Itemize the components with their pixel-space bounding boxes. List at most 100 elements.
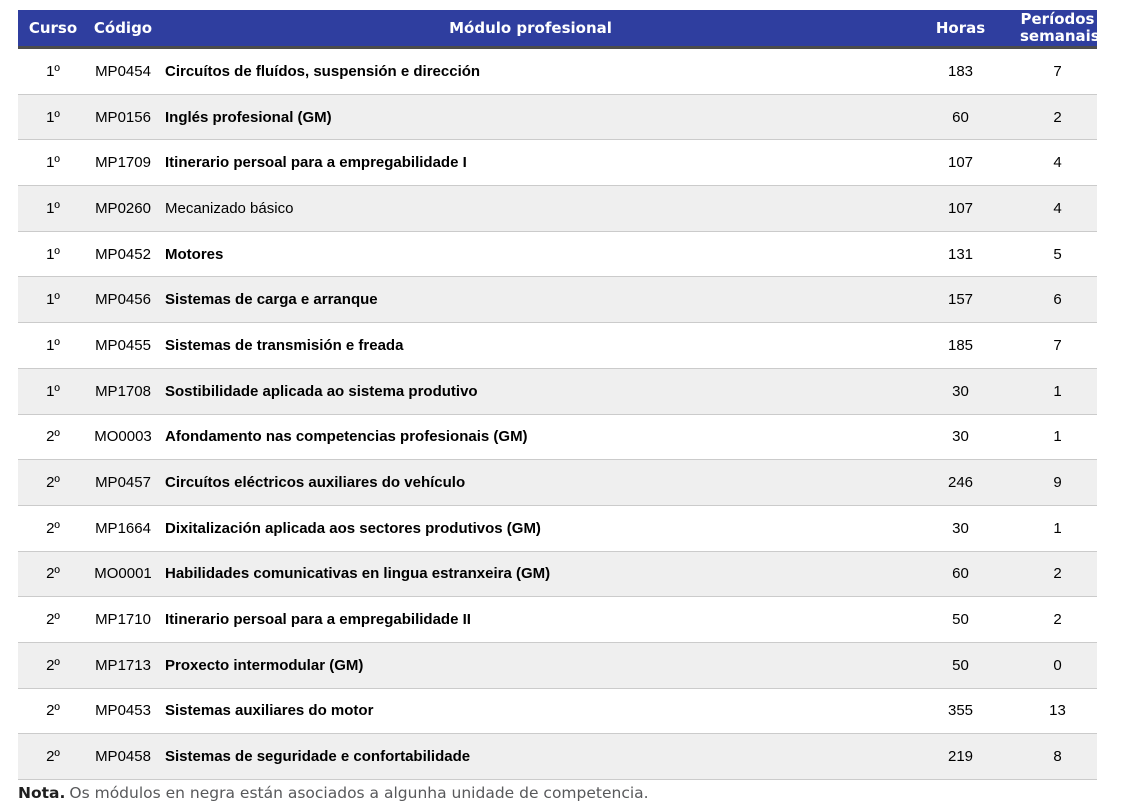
- cell-periodos: 4: [1018, 139, 1097, 187]
- cell-horas: 107: [903, 139, 1018, 187]
- column-header-modulo: Módulo profesional: [158, 10, 903, 49]
- cell-curso: 1º: [18, 47, 88, 95]
- note-label: Nota.: [18, 784, 66, 802]
- cell-codigo: MP0453: [88, 688, 158, 735]
- cell-codigo: MP1708: [88, 368, 158, 415]
- cell-codigo: MP0458: [88, 733, 158, 780]
- table-row: 1º MP0260 Mecanizado básico 107 4: [18, 185, 1097, 232]
- cell-modulo: Sistemas de carga e arranque: [158, 276, 903, 324]
- table-row: 2º MP0457 Circuítos eléctricos auxiliare…: [18, 459, 1097, 506]
- table-row: 1º MP0454 Circuítos de fluídos, suspensi…: [18, 47, 1097, 95]
- cell-curso: 1º: [18, 231, 88, 278]
- cell-codigo: MP1664: [88, 505, 158, 552]
- cell-horas: 355: [903, 688, 1018, 735]
- cell-codigo: MP0452: [88, 231, 158, 278]
- cell-horas: 30: [903, 368, 1018, 415]
- cell-curso: 1º: [18, 185, 88, 232]
- cell-codigo: MP0454: [88, 47, 158, 95]
- note: Nota. Os módulos en negra están asociados…: [18, 784, 1097, 802]
- cell-curso: 1º: [18, 139, 88, 187]
- cell-curso: 2º: [18, 459, 88, 506]
- cell-codigo: MP0156: [88, 94, 158, 141]
- cell-curso: 1º: [18, 322, 88, 369]
- table-row: 1º MP1708 Sostibilidade aplicada ao sist…: [18, 368, 1097, 415]
- cell-horas: 30: [903, 505, 1018, 552]
- cell-curso: 2º: [18, 688, 88, 735]
- cell-periodos: 9: [1018, 459, 1097, 506]
- cell-horas: 30: [903, 414, 1018, 461]
- cell-periodos: 5: [1018, 231, 1097, 278]
- cell-modulo: Habilidades comunicativas en lingua estr…: [158, 551, 903, 598]
- cell-periodos: 7: [1018, 322, 1097, 369]
- cell-periodos: 0: [1018, 642, 1097, 689]
- column-header-codigo: Código: [88, 10, 158, 49]
- note-text: Os módulos en negra están asociados a al…: [69, 784, 649, 802]
- cell-codigo: MP0455: [88, 322, 158, 369]
- cell-periodos: 8: [1018, 733, 1097, 780]
- cell-curso: 2º: [18, 505, 88, 552]
- cell-curso: 1º: [18, 276, 88, 324]
- table-row: 2º MO0001 Habilidades comunicativas en l…: [18, 551, 1097, 598]
- table-row: 1º MP0456 Sistemas de carga e arranque 1…: [18, 276, 1097, 324]
- cell-curso: 1º: [18, 368, 88, 415]
- table-row: 1º MP0452 Motores 131 5: [18, 231, 1097, 278]
- table-header-row: Curso Código Módulo profesional Horas Pe…: [18, 10, 1100, 49]
- cell-modulo: Afondamento nas competencias profesionai…: [158, 414, 903, 461]
- cell-codigo: MO0003: [88, 414, 158, 461]
- cell-modulo: Sistemas auxiliares do motor: [158, 688, 903, 735]
- cell-codigo: MO0001: [88, 551, 158, 598]
- cell-horas: 107: [903, 185, 1018, 232]
- cell-modulo: Mecanizado básico: [158, 185, 903, 232]
- table-row: 2º MP0453 Sistemas auxiliares do motor 3…: [18, 688, 1097, 735]
- cell-curso: 2º: [18, 642, 88, 689]
- cell-modulo: Circuítos eléctricos auxiliares do vehíc…: [158, 459, 903, 506]
- cell-codigo: MP1713: [88, 642, 158, 689]
- cell-codigo: MP0260: [88, 185, 158, 232]
- cell-curso: 1º: [18, 94, 88, 141]
- cell-horas: 246: [903, 459, 1018, 506]
- table-row: 2º MO0003 Afondamento nas competencias p…: [18, 414, 1097, 461]
- cell-modulo: Sostibilidade aplicada ao sistema produt…: [158, 368, 903, 415]
- cell-codigo: MP1710: [88, 596, 158, 643]
- cell-periodos: 7: [1018, 47, 1097, 95]
- table-row: 1º MP0455 Sistemas de transmisión e frea…: [18, 322, 1097, 369]
- cell-modulo: Sistemas de seguridade e confortabilidad…: [158, 733, 903, 780]
- cell-modulo: Itinerario persoal para a empregabilidad…: [158, 596, 903, 643]
- cell-curso: 2º: [18, 414, 88, 461]
- cell-codigo: MP0456: [88, 276, 158, 324]
- cell-modulo: Proxecto intermodular (GM): [158, 642, 903, 689]
- cell-modulo: Circuítos de fluídos, suspensión e direc…: [158, 47, 903, 95]
- cell-curso: 2º: [18, 551, 88, 598]
- cell-horas: 183: [903, 47, 1018, 95]
- cell-horas: 219: [903, 733, 1018, 780]
- cell-periodos: 13: [1018, 688, 1097, 735]
- cell-periodos: 1: [1018, 505, 1097, 552]
- cell-codigo: MP0457: [88, 459, 158, 506]
- cell-modulo: Motores: [158, 231, 903, 278]
- table-row: 2º MP0458 Sistemas de seguridade e confo…: [18, 733, 1097, 780]
- table-row: 2º MP1664 Dixitalización aplicada aos se…: [18, 505, 1097, 552]
- cell-modulo: Sistemas de transmisión e freada: [158, 322, 903, 369]
- table-row: 2º MP1713 Proxecto intermodular (GM) 50 …: [18, 642, 1097, 689]
- cell-periodos: 1: [1018, 414, 1097, 461]
- cell-curso: 2º: [18, 596, 88, 643]
- cell-horas: 157: [903, 276, 1018, 324]
- cell-periodos: 4: [1018, 185, 1097, 232]
- cell-modulo: Inglés profesional (GM): [158, 94, 903, 141]
- cell-horas: 50: [903, 596, 1018, 643]
- column-header-horas: Horas: [903, 10, 1018, 49]
- cell-modulo: Itinerario persoal para a empregabilidad…: [158, 139, 903, 187]
- cell-horas: 60: [903, 551, 1018, 598]
- cell-horas: 185: [903, 322, 1018, 369]
- cell-horas: 131: [903, 231, 1018, 278]
- cell-codigo: MP1709: [88, 139, 158, 187]
- table-row: 1º MP1709 Itinerario persoal para a empr…: [18, 139, 1097, 187]
- column-header-curso: Curso: [18, 10, 88, 49]
- cell-modulo: Dixitalización aplicada aos sectores pro…: [158, 505, 903, 552]
- table-body: 1º MP0454 Circuítos de fluídos, suspensi…: [18, 47, 1097, 780]
- cell-periodos: 2: [1018, 94, 1097, 141]
- cell-periodos: 2: [1018, 596, 1097, 643]
- table-row: 2º MP1710 Itinerario persoal para a empr…: [18, 596, 1097, 643]
- cell-curso: 2º: [18, 733, 88, 780]
